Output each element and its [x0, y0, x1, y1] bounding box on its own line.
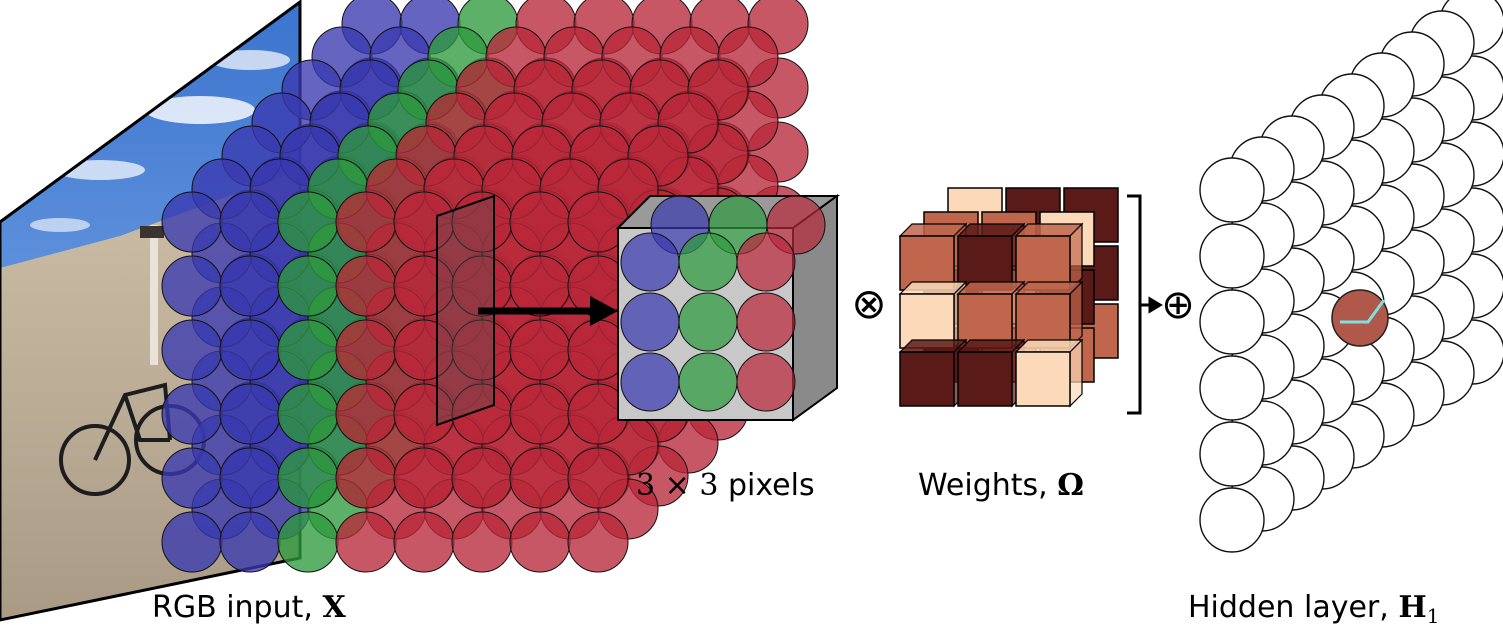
receptive-field-box: [436, 194, 495, 427]
hidden-neuron: [1199, 487, 1265, 553]
patch-pixel: [736, 292, 796, 352]
weight-cell: [957, 235, 1013, 291]
patch-pixel: [620, 352, 680, 412]
input-neuron: [219, 383, 281, 445]
hidden-neuron: [1199, 355, 1265, 421]
patch-cube: [615, 194, 841, 422]
multiply-operator: ⊗: [851, 279, 886, 328]
input-neuron: [393, 511, 455, 573]
input-neuron: [509, 447, 571, 509]
patch-pixel: [620, 232, 680, 292]
input-neuron: [567, 447, 629, 509]
input-neuron: [219, 255, 281, 317]
weight-cell: [899, 235, 955, 291]
input-neuron: [335, 383, 397, 445]
hidden-neuron: [1199, 421, 1265, 487]
input-neuron: [161, 319, 223, 381]
input-neuron: [335, 447, 397, 509]
input-neuron: [567, 511, 629, 573]
patch-pixel: [736, 232, 796, 292]
weight-cell: [1015, 351, 1071, 407]
patch-pixel: [678, 292, 738, 352]
input-neuron: [335, 255, 397, 317]
input-neuron: [277, 447, 339, 509]
input-neuron: [219, 191, 281, 253]
input-neuron: [161, 383, 223, 445]
weight-cube: [898, 187, 1119, 408]
input-neuron: [393, 447, 455, 509]
hidden-neuron: [1199, 289, 1265, 355]
input-neuron: [451, 511, 513, 573]
input-neuron: [335, 319, 397, 381]
hidden-label: Hidden layer, H1: [1188, 590, 1440, 628]
input-neuron: [335, 191, 397, 253]
input-neuron: [161, 255, 223, 317]
weight-cell: [957, 351, 1013, 407]
patch-pixel: [736, 352, 796, 412]
input-neuron: [161, 191, 223, 253]
patch-pixel: [620, 292, 680, 352]
hidden-neuron: [1199, 157, 1265, 223]
active-hidden-neuron: [1331, 289, 1389, 347]
patch-label: 3 × 3 pixels: [636, 468, 815, 503]
input-label: RGB input, X: [152, 590, 346, 625]
input-neuron: [451, 447, 513, 509]
input-neuron: [219, 319, 281, 381]
input-neuron: [161, 447, 223, 509]
weight-cell: [1015, 235, 1071, 291]
input-neuron: [277, 511, 339, 573]
arrow-to-patch: [478, 296, 618, 326]
input-neuron: [277, 191, 339, 253]
input-neuron: [335, 511, 397, 573]
input-neuron: [509, 383, 571, 445]
patch-pixel: [678, 232, 738, 292]
hidden-neuron: [1199, 223, 1265, 289]
input-neuron: [219, 447, 281, 509]
bracket: [1127, 194, 1163, 415]
active-neuron-highlight: [1340, 299, 1386, 324]
weight-cell: [899, 293, 955, 349]
input-neuron: [219, 511, 281, 573]
add-operator: ⊕: [1161, 282, 1195, 328]
input-neuron: [161, 511, 223, 573]
input-neuron: [277, 255, 339, 317]
hidden-layer-volume: [1199, 0, 1503, 553]
weights-label: Weights, Ω: [918, 468, 1084, 503]
weight-cell: [899, 351, 955, 407]
input-neuron: [509, 255, 571, 317]
weight-cell: [1015, 293, 1071, 349]
input-neuron: [277, 383, 339, 445]
input-neuron: [509, 511, 571, 573]
patch-pixel: [678, 352, 738, 412]
input-neuron: [509, 319, 571, 381]
input-neuron: [509, 191, 571, 253]
input-neuron: [277, 319, 339, 381]
